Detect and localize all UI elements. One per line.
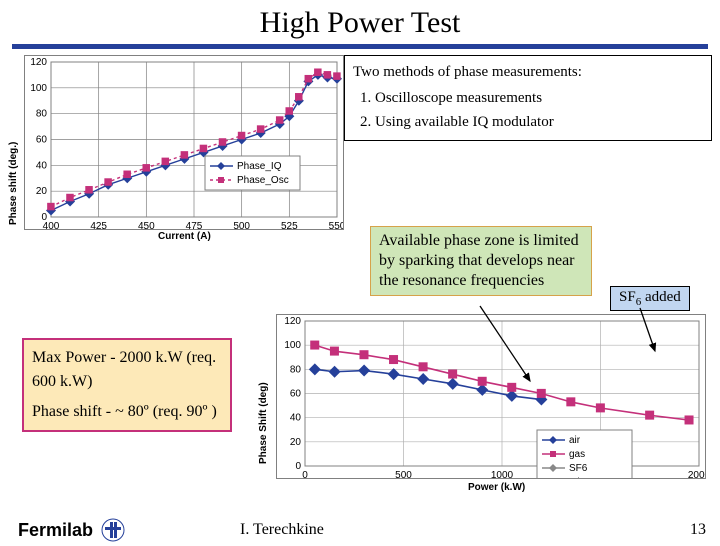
results-maxpower: Max Power - 2000 k.W (req. 600 k.W) bbox=[32, 346, 222, 394]
page-title: High Power Test bbox=[0, 6, 720, 40]
svg-text:550: 550 bbox=[329, 221, 344, 230]
svg-text:20: 20 bbox=[36, 186, 48, 197]
svg-text:0: 0 bbox=[302, 470, 308, 479]
chart2-xlabel: Power (k.W) bbox=[468, 482, 525, 493]
svg-text:gas: gas bbox=[569, 449, 585, 460]
chart-phase-vs-current: Phase shift (deg.) 400425450475500525550… bbox=[8, 55, 348, 235]
svg-text:Phase_Osc: Phase_Osc bbox=[237, 175, 289, 186]
svg-text:500: 500 bbox=[395, 470, 412, 479]
methods-box: Two methods of phase measurements: Oscil… bbox=[344, 55, 712, 141]
results-box: Max Power - 2000 k.W (req. 600 k.W) Phas… bbox=[22, 338, 232, 432]
sf6-label: SF6 added bbox=[610, 286, 690, 311]
note-box: Available phase zone is limited by spark… bbox=[370, 226, 592, 296]
svg-text:0: 0 bbox=[295, 461, 301, 472]
chart2-svg: 0500100015002000020406080100120airgasSF6… bbox=[276, 314, 706, 479]
svg-text:525: 525 bbox=[281, 221, 298, 230]
svg-text:SF6: SF6 bbox=[569, 463, 588, 474]
svg-text:100: 100 bbox=[30, 83, 47, 94]
author: I. Terechkine bbox=[240, 521, 324, 539]
svg-text:20: 20 bbox=[290, 437, 302, 448]
svg-text:1000: 1000 bbox=[491, 470, 514, 479]
svg-text:120: 120 bbox=[30, 57, 47, 68]
svg-text:80: 80 bbox=[290, 364, 302, 375]
svg-text:80: 80 bbox=[36, 109, 48, 120]
footer: Fermilab I. Terechkine 13 bbox=[0, 518, 720, 542]
methods-heading: Two methods of phase measurements: bbox=[353, 60, 703, 84]
svg-text:Phase_IQ: Phase_IQ bbox=[237, 161, 282, 172]
svg-text:40: 40 bbox=[36, 160, 48, 171]
svg-text:475: 475 bbox=[186, 221, 203, 230]
methods-item-2: Using available IQ modulator bbox=[375, 110, 703, 134]
svg-text:0: 0 bbox=[41, 212, 47, 223]
title-rule bbox=[12, 44, 708, 49]
svg-text:2000: 2000 bbox=[688, 470, 706, 479]
fermilab-label: Fermilab bbox=[18, 520, 93, 541]
fermilab-logo-icon bbox=[99, 518, 127, 542]
chart-phase-vs-power: Phase Shift (deg) 0500100015002000020406… bbox=[258, 314, 712, 484]
svg-text:450: 450 bbox=[138, 221, 155, 230]
svg-text:120: 120 bbox=[284, 316, 301, 327]
chart1-svg: 400425450475500525550020406080100120Phas… bbox=[24, 55, 344, 230]
chart1-ylabel: Phase shift (deg.) bbox=[8, 142, 19, 225]
chart1-xlabel: Current (A) bbox=[158, 231, 211, 242]
svg-text:air: air bbox=[569, 435, 581, 446]
svg-text:100: 100 bbox=[284, 340, 301, 351]
svg-text:60: 60 bbox=[36, 135, 48, 146]
svg-text:40: 40 bbox=[290, 413, 302, 424]
chart2-ylabel: Phase Shift (deg) bbox=[258, 382, 269, 464]
svg-text:500: 500 bbox=[233, 221, 250, 230]
results-phaseshift: Phase shift - ~ 80º (req. 90º ) bbox=[32, 400, 222, 424]
page-number: 13 bbox=[690, 521, 706, 539]
svg-text:w/ SF6: w/ SF6 bbox=[568, 477, 601, 479]
methods-item-1: Oscilloscope measurements bbox=[375, 86, 703, 110]
svg-text:60: 60 bbox=[290, 389, 302, 400]
svg-text:425: 425 bbox=[90, 221, 107, 230]
